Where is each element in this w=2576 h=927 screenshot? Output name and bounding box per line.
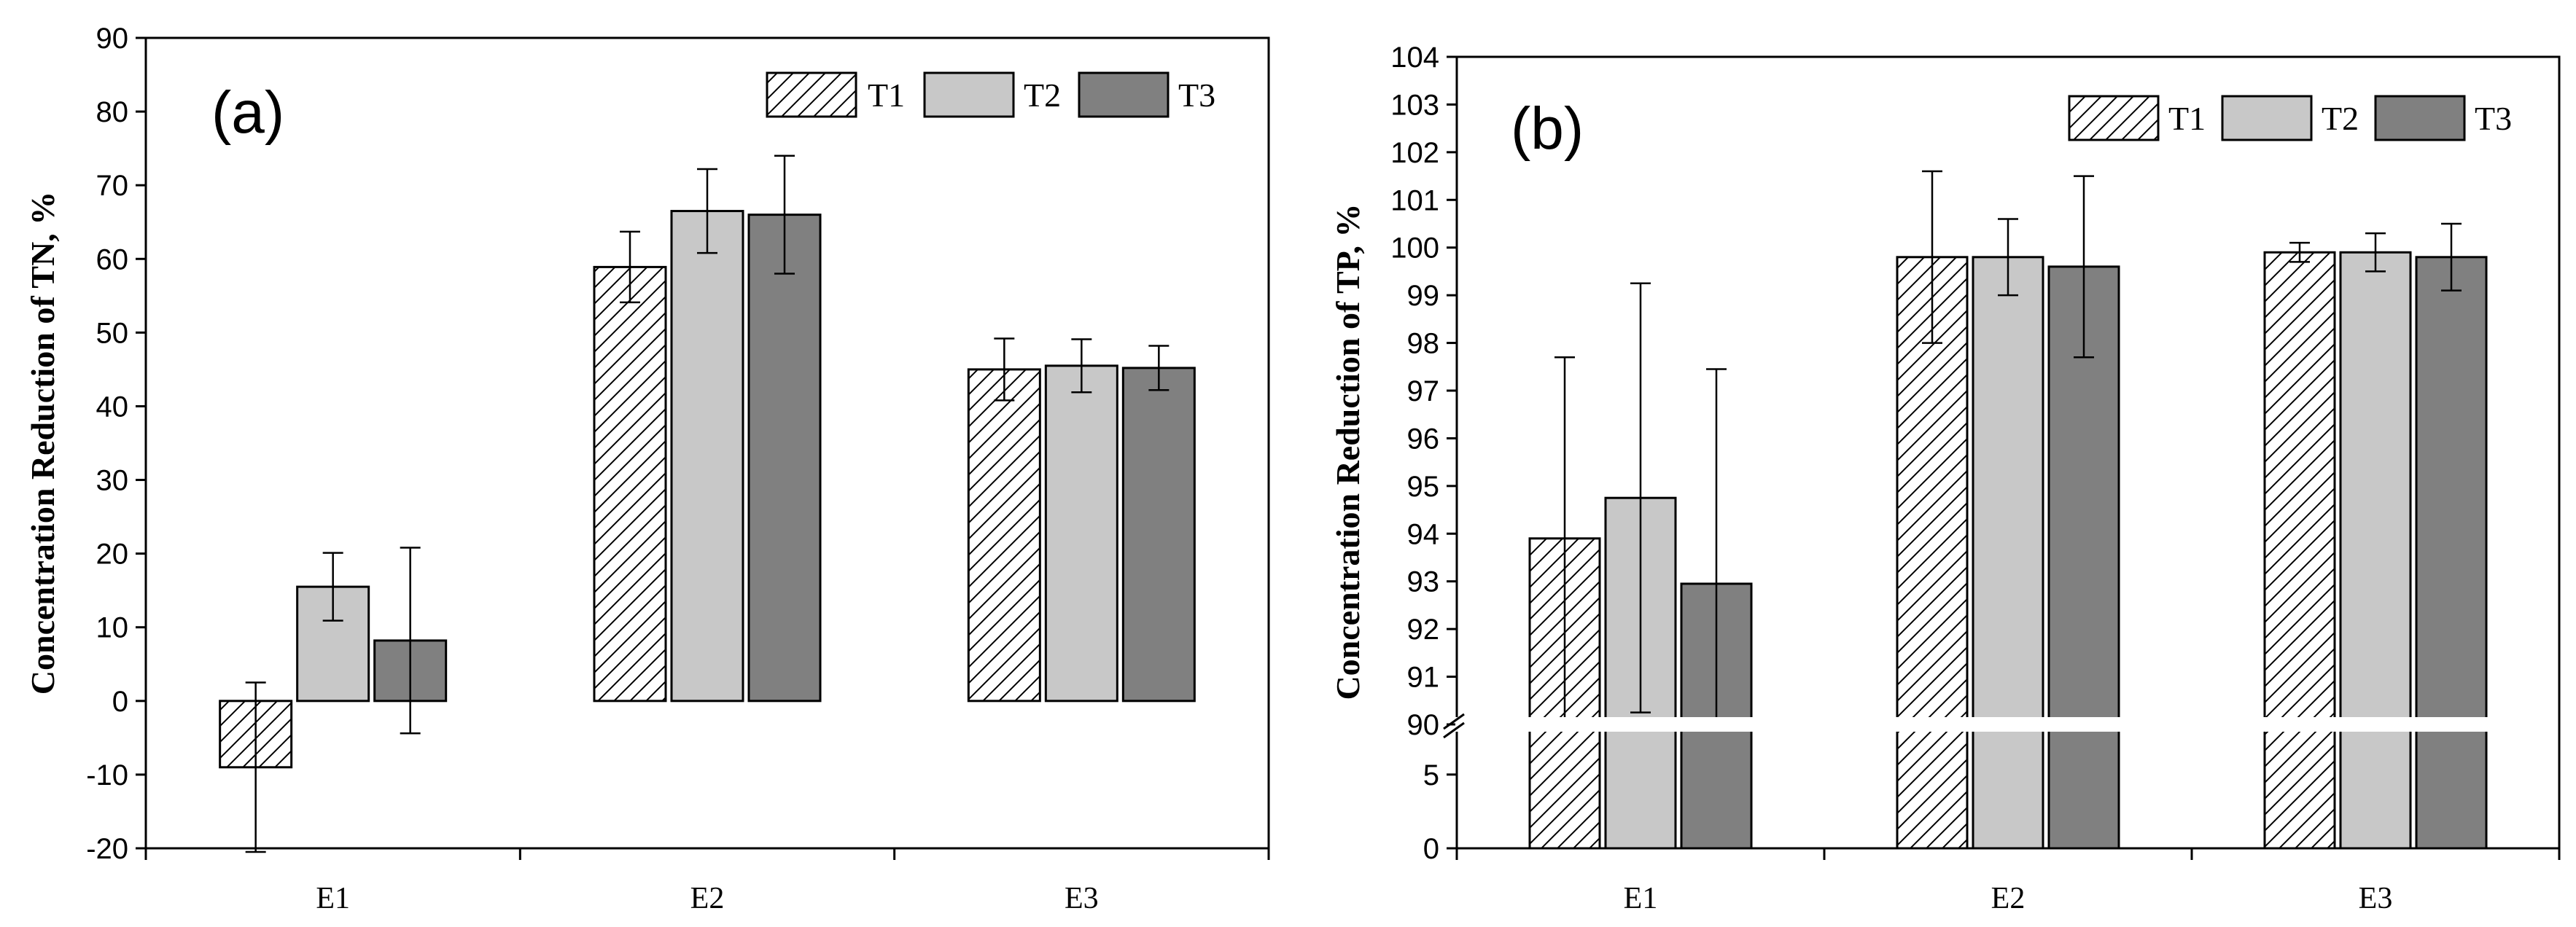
y-axis-title-b: Concentration Reduction of TP, % (1329, 203, 1366, 700)
bar-t2-e1 (296, 585, 370, 703)
y-tick-label: 92 (1407, 614, 1440, 646)
y-tick-label: 97 (1407, 375, 1440, 407)
y-tick-label: 95 (1407, 471, 1440, 503)
x-axis-a: E1 E2 E3 (144, 848, 1270, 915)
y-tick-label: 99 (1407, 280, 1440, 312)
axis-break-gap (1455, 717, 2556, 732)
panel-label-a: (a) (211, 79, 284, 146)
y-axis-b: 0 5 90 91 92 93 94 95 96 97 98 99 100 101 102 103 104 (1390, 42, 1457, 865)
y-tick-label: 30 (96, 465, 129, 497)
y-tick-label: 10 (96, 612, 129, 644)
legend-label-t1-b: T1 (2168, 100, 2206, 137)
y-axis-a: -20 -10 0 10 20 30 40 50 60 70 80 90 (86, 23, 146, 865)
bars-b (1528, 170, 2488, 850)
axis-break-b (1443, 713, 2556, 739)
bar-t3-e2 (747, 214, 822, 703)
y-tick-label: 40 (96, 391, 129, 423)
legend-label-t3-a: T3 (1178, 77, 1215, 114)
legend-b: T1 T2 T3 (2068, 95, 2512, 141)
y-tick-label: 70 (96, 170, 129, 202)
legend-a: T1 T2 T3 (766, 71, 1215, 118)
y-tick-label: 5 (1423, 759, 1439, 791)
legend-label-t2-b: T2 (2322, 100, 2359, 137)
plot-frame-a (144, 36, 1270, 850)
legend-swatch-t1-a (766, 71, 857, 118)
bar-t2-e2 (670, 210, 744, 703)
legend-swatch-t3-a (1078, 71, 1170, 118)
y-tick-label: -20 (86, 833, 128, 865)
y-tick-label: 80 (96, 96, 129, 128)
bar-t1-e3 (967, 368, 1041, 703)
legend-swatch-t2-a (923, 71, 1015, 118)
y-tick-label: 0 (112, 686, 128, 718)
y-tick-label: 20 (96, 539, 129, 571)
y-tick-label: 102 (1390, 137, 1439, 169)
bar-t2-e3 (1044, 364, 1118, 703)
chart-panel-b: 0 5 90 91 92 93 94 95 96 97 98 99 100 101 102 103 104 E1… (1329, 42, 2561, 915)
y-tick-label: 96 (1407, 423, 1440, 455)
x-category-label: E1 (316, 882, 350, 915)
legend-label-t2-a: T2 (1024, 77, 1061, 114)
y-tick-label: 94 (1407, 518, 1440, 550)
x-axis-b: E1 E2 E3 (1455, 848, 2561, 915)
y-axis-title-a: Concentration Reduction of TN, % (24, 192, 61, 695)
x-category-label: E2 (1991, 882, 2026, 915)
bar-t3-e3 (2415, 256, 2488, 850)
bar-t2-e2 (1972, 256, 2044, 850)
axis-break-mark (1443, 721, 1465, 739)
panel-label-b: (b) (1511, 95, 1584, 162)
bar-t1-e2 (593, 265, 667, 703)
bar-t1-e3 (2263, 251, 2336, 850)
x-category-label: E2 (690, 882, 725, 915)
axis-break-mark (1443, 713, 1465, 730)
y-tick-label: 93 (1407, 566, 1440, 598)
x-category-label: E1 (1624, 882, 1658, 915)
legend-swatch-t1-b (2068, 95, 2160, 141)
legend-swatch-t2-b (2221, 95, 2313, 141)
legend-label-t3-b: T3 (2475, 100, 2512, 137)
y-tick-label: 100 (1390, 232, 1439, 265)
y-tick-label: 90 (1407, 709, 1440, 741)
y-tick-label: 98 (1407, 328, 1440, 360)
legend-swatch-t3-b (2374, 95, 2466, 141)
y-tick-label: 90 (96, 23, 129, 55)
legend-label-t1-a: T1 (868, 77, 905, 114)
bars-a (219, 154, 1196, 853)
x-category-label: E3 (1065, 882, 1099, 915)
y-tick-label: 0 (1423, 833, 1439, 865)
y-tick-label: 101 (1390, 184, 1439, 216)
bar-t3-e3 (1121, 367, 1196, 703)
y-tick-label: 91 (1407, 662, 1440, 694)
bar-t1-e2 (1896, 256, 1969, 850)
y-tick-label: 60 (96, 243, 129, 275)
bar-t3-e2 (2047, 265, 2120, 850)
chart-panel-a: -20 -10 0 10 20 30 40 50 60 70 80 90 E1 E2 E3 (a) Con… (24, 23, 1270, 915)
x-category-label: E3 (2359, 882, 2393, 915)
y-tick-label: -10 (86, 759, 128, 791)
y-tick-label: 104 (1390, 42, 1439, 74)
bar-t2-e3 (2339, 251, 2412, 850)
y-tick-label: 50 (96, 317, 129, 349)
y-tick-label: 103 (1390, 89, 1439, 121)
